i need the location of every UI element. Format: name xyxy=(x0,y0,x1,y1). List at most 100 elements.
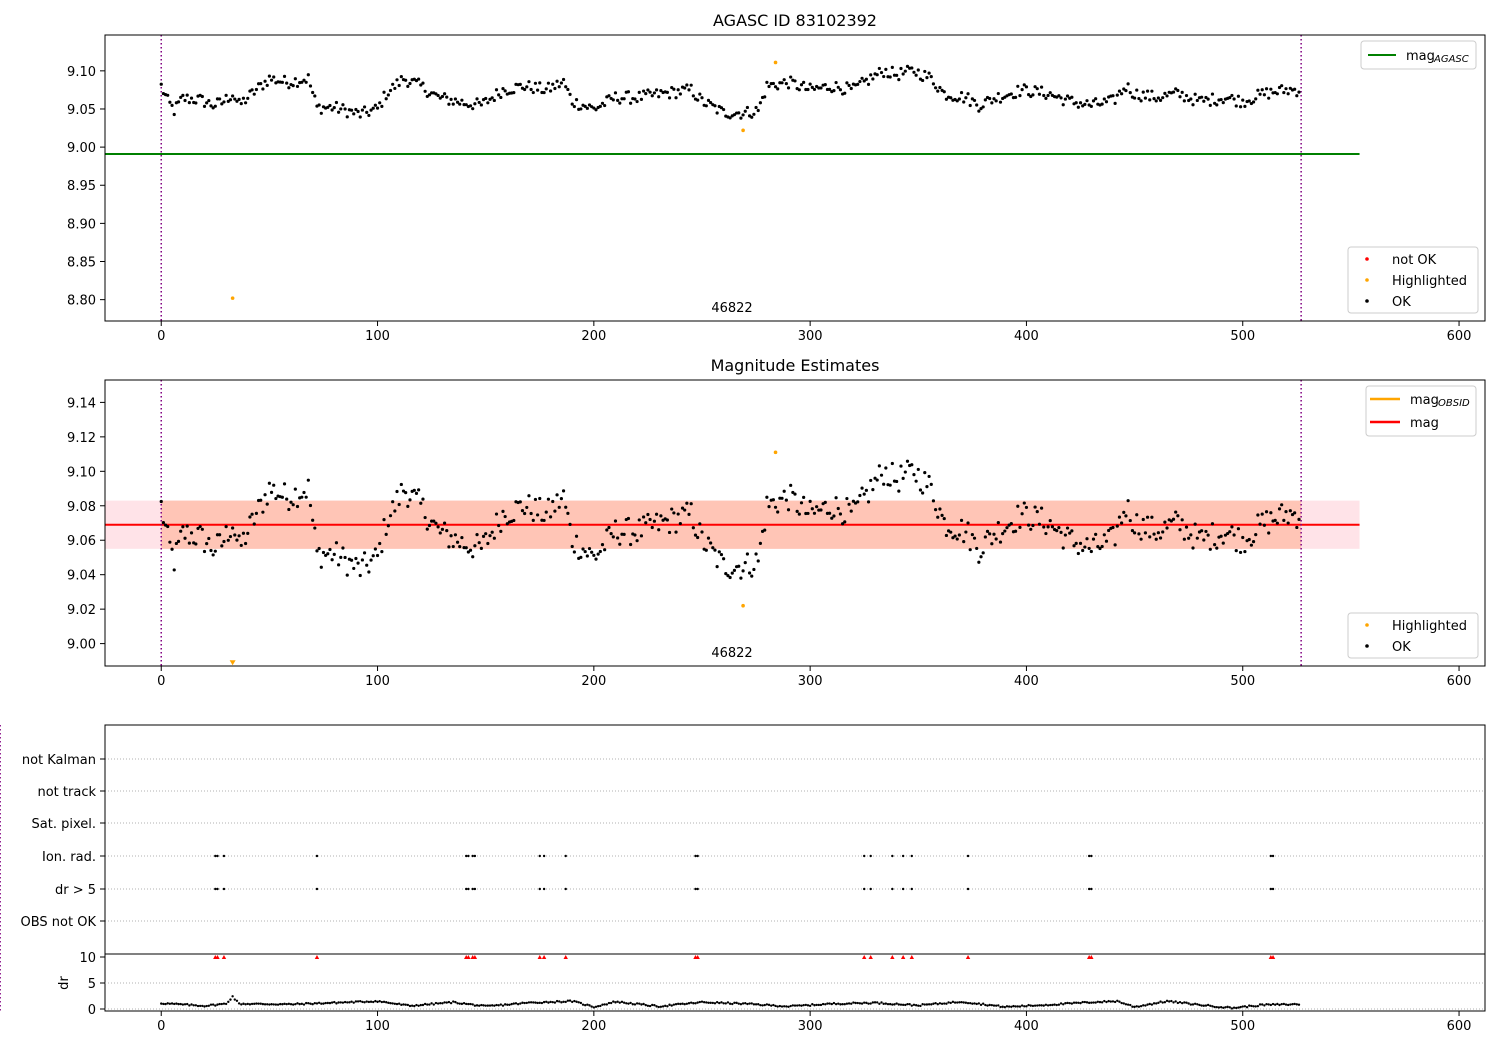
ok-point xyxy=(254,511,259,515)
ok-point xyxy=(819,86,823,90)
flag-dr-gt-5 xyxy=(564,887,567,891)
ok-point xyxy=(962,100,966,104)
dr-exceed-marker xyxy=(466,955,471,959)
ok-point xyxy=(743,561,747,565)
ok-point xyxy=(780,496,784,500)
ok-point xyxy=(970,532,974,537)
flag-row-label: Sat. pixel. xyxy=(32,817,96,832)
ok-point xyxy=(700,530,704,534)
ok-point xyxy=(1042,525,1046,529)
ok-point xyxy=(1258,92,1262,96)
ok-point xyxy=(397,83,401,88)
ok-point xyxy=(936,89,940,93)
ok-point xyxy=(851,499,856,503)
ok-point xyxy=(209,548,213,553)
ok-point xyxy=(944,533,949,538)
ok-point xyxy=(172,112,176,117)
ok-point xyxy=(994,99,998,103)
ok-point xyxy=(722,107,726,112)
x-tick-label: 600 xyxy=(1447,674,1472,689)
ok-point xyxy=(460,535,464,540)
ok-point xyxy=(862,79,866,83)
dr-point xyxy=(564,1000,567,1004)
ok-point xyxy=(1200,95,1204,99)
ok-point xyxy=(328,103,332,108)
ok-point xyxy=(598,104,602,108)
flag-ion-rad xyxy=(315,854,319,858)
dr-point xyxy=(815,1003,818,1007)
ok-point xyxy=(330,108,334,112)
ok-point xyxy=(605,528,609,532)
ok-point xyxy=(1184,525,1189,529)
ok-point xyxy=(858,493,862,498)
ok-point xyxy=(181,93,185,97)
ok-point xyxy=(739,116,743,120)
ok-point xyxy=(570,544,574,549)
ok-point xyxy=(250,512,254,516)
dr-point xyxy=(1178,1000,1182,1004)
ok-point xyxy=(998,540,1003,544)
dr-point xyxy=(856,1001,859,1005)
legend-box xyxy=(1347,246,1479,314)
dr-tick-label: 5 xyxy=(88,977,96,992)
ok-point xyxy=(328,547,332,552)
ok-point xyxy=(650,94,654,98)
ok-point xyxy=(1213,543,1217,547)
dr-point xyxy=(181,1003,185,1006)
dr-point xyxy=(638,1002,641,1005)
dr-point xyxy=(770,1004,773,1007)
ok-point xyxy=(1228,96,1232,100)
ok-point xyxy=(1031,523,1035,528)
dr-point xyxy=(449,1001,453,1005)
ok-point xyxy=(864,77,868,81)
x-tick-label: 400 xyxy=(1014,674,1039,689)
x-tick-label: 300 xyxy=(798,1019,823,1034)
dr-point xyxy=(279,1002,282,1006)
ok-point xyxy=(916,467,920,472)
ok-point xyxy=(449,97,453,101)
dr-point xyxy=(285,1002,288,1006)
ok-point xyxy=(849,509,853,513)
ok-point xyxy=(505,522,509,526)
ok-point xyxy=(667,96,672,100)
ok-point xyxy=(460,98,464,102)
dr-point xyxy=(1241,1005,1244,1008)
dr-point xyxy=(439,1002,442,1005)
legend-subscript-agasc: AGASC xyxy=(1433,54,1469,65)
ok-point xyxy=(291,503,295,507)
ok-point xyxy=(1132,96,1137,100)
ok-point xyxy=(1027,523,1031,527)
ok-point xyxy=(1128,518,1132,523)
ok-point xyxy=(609,532,613,536)
ok-point xyxy=(464,103,468,107)
ok-point xyxy=(261,510,265,514)
ok-point xyxy=(536,513,540,517)
ok-point xyxy=(938,507,942,511)
ok-point xyxy=(1141,517,1145,522)
dr-point xyxy=(1116,999,1119,1002)
flag-ion-rad xyxy=(564,854,567,858)
dr-point xyxy=(1265,1002,1268,1006)
ok-point xyxy=(1238,550,1243,555)
ok-point xyxy=(360,108,364,112)
dr-point xyxy=(709,1001,712,1005)
dr-point xyxy=(175,1002,178,1005)
ok-point xyxy=(455,100,460,104)
ok-point xyxy=(1143,96,1148,100)
ok-point xyxy=(897,489,901,493)
ok-point xyxy=(715,565,719,569)
dr-point xyxy=(863,1001,866,1004)
y-tick-label: 8.90 xyxy=(67,217,96,232)
ok-point xyxy=(308,84,313,88)
dr-point xyxy=(1271,1002,1275,1006)
ok-point xyxy=(159,499,163,504)
ok-point xyxy=(280,495,284,499)
ok-point xyxy=(252,522,256,526)
ok-point xyxy=(1236,94,1241,98)
ok-point xyxy=(412,488,416,492)
ok-point xyxy=(1078,101,1083,105)
dr-point xyxy=(707,1001,710,1004)
dr-point xyxy=(1276,1002,1279,1006)
ok-point xyxy=(1295,94,1299,98)
